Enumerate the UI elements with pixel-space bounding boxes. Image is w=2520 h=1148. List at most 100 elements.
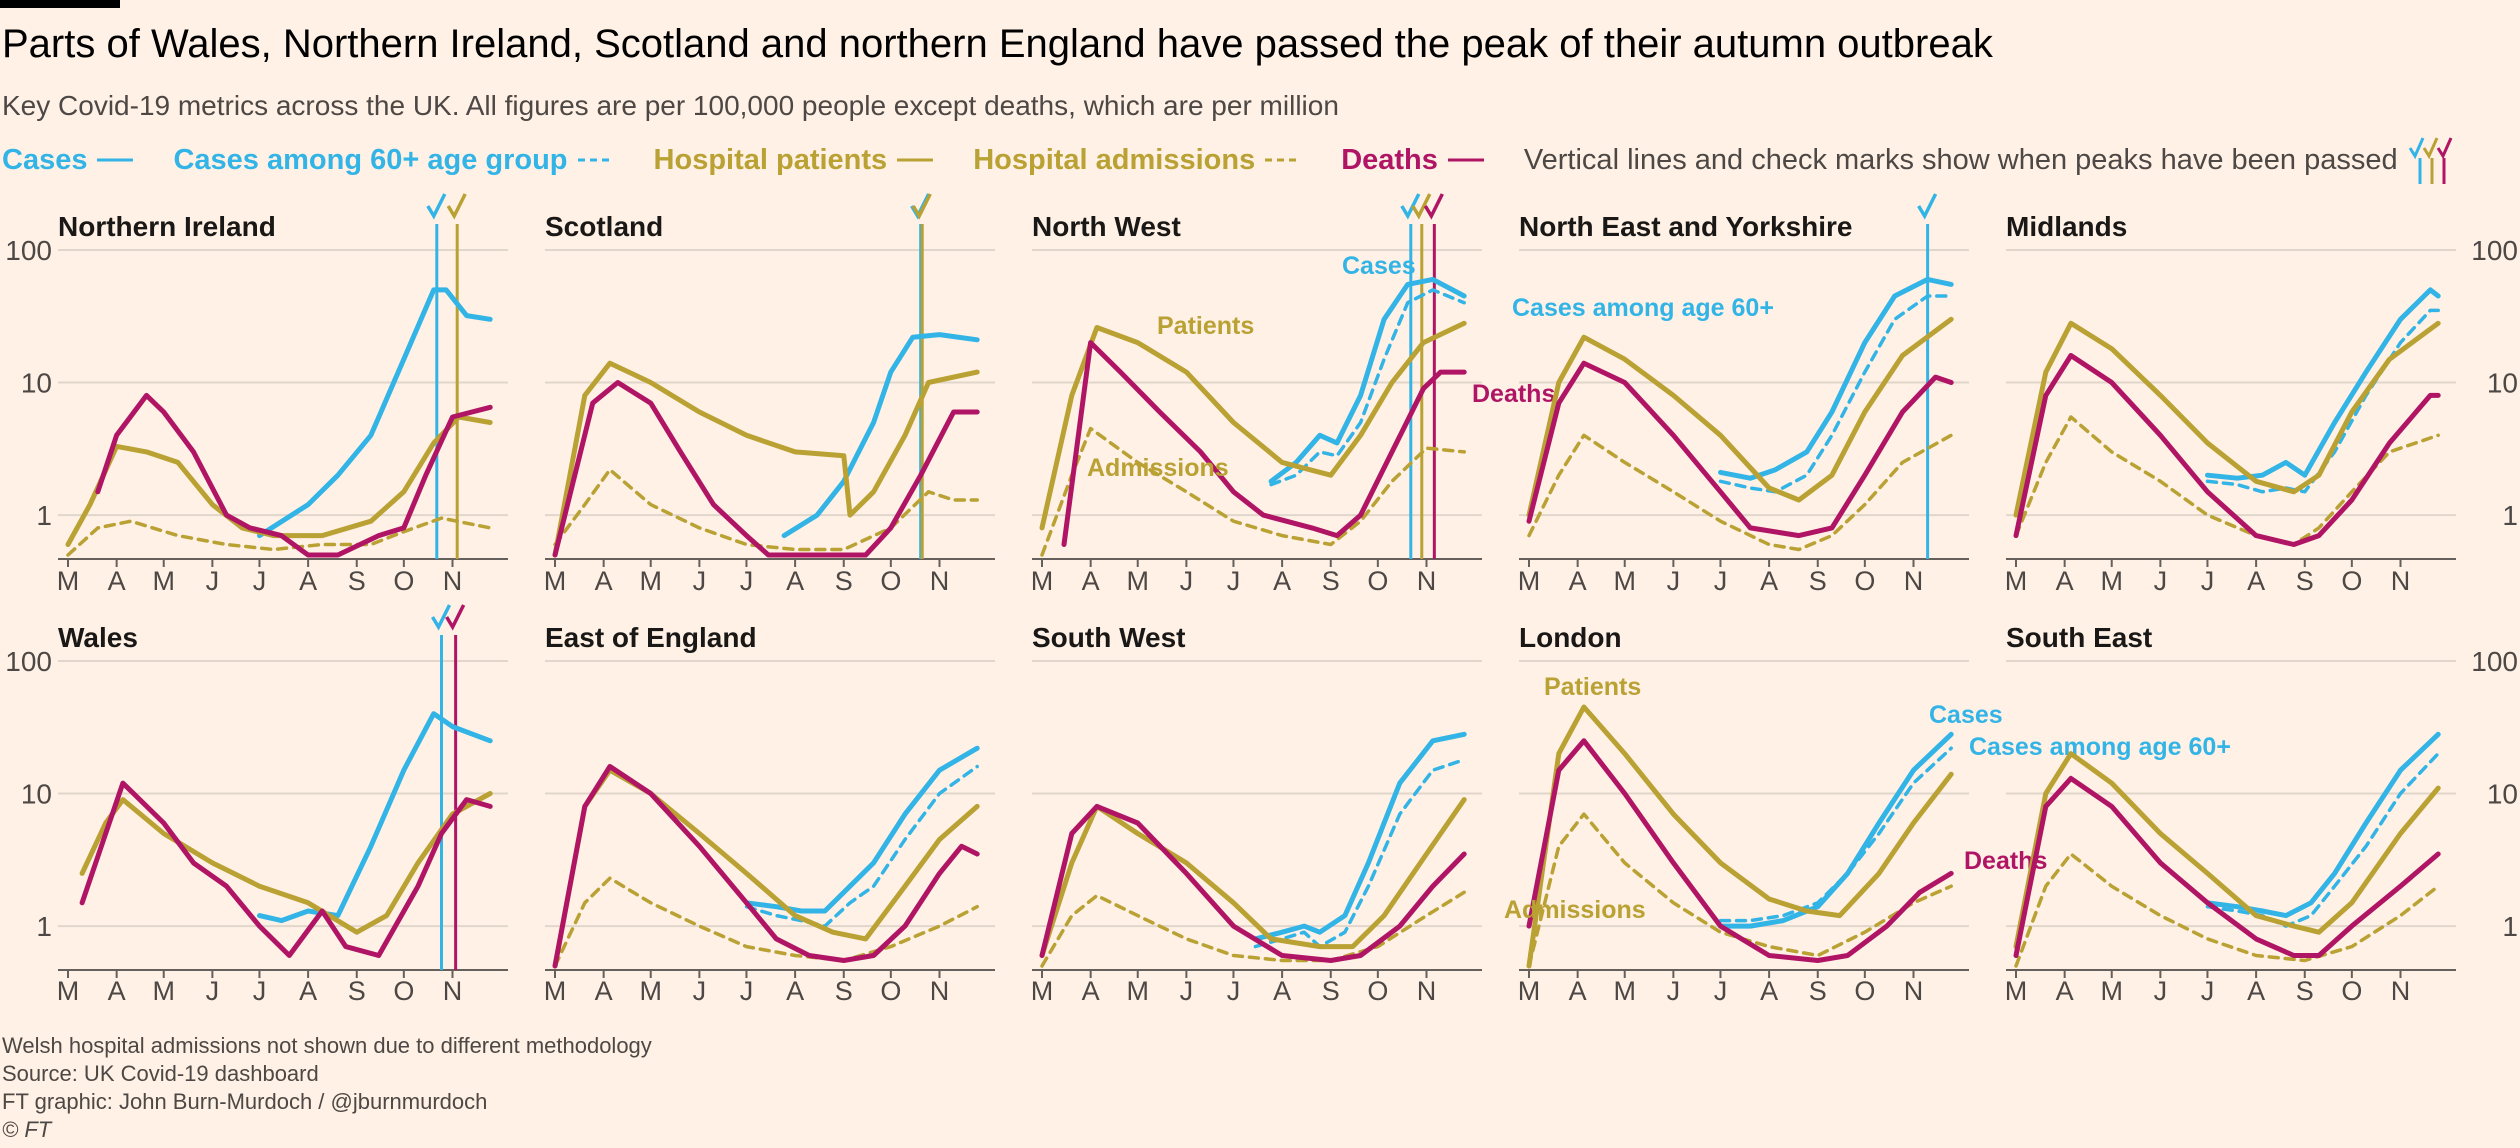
x-tick-label: N bbox=[2391, 566, 2411, 596]
series-direct-label: Patients bbox=[1544, 673, 1641, 701]
series-line-patients bbox=[1526, 316, 1954, 518]
ft-brand-bar bbox=[0, 0, 120, 8]
series-line-admissions bbox=[1040, 890, 1466, 968]
series-line-cases bbox=[1268, 276, 1467, 484]
x-tick-label: J bbox=[2154, 976, 2168, 1006]
x-tick-label: N bbox=[1417, 976, 1437, 1006]
series-line-cases60 bbox=[1718, 294, 1953, 494]
y-tick-label-left: 100 bbox=[5, 235, 52, 266]
x-tick-label: A bbox=[1273, 976, 1291, 1006]
x-tick-label: S bbox=[1322, 566, 1340, 596]
page-subtitle: Key Covid-19 metrics across the UK. All … bbox=[2, 90, 1339, 121]
x-tick-label: J bbox=[740, 976, 754, 1006]
x-tick-label: S bbox=[1809, 566, 1827, 596]
panel-title: East of England bbox=[545, 622, 757, 653]
x-tick-label: O bbox=[880, 566, 901, 596]
series-line-admissions bbox=[2014, 852, 2440, 968]
x-tick-label: J bbox=[1667, 976, 1681, 1006]
x-tick-label: N bbox=[930, 976, 950, 1006]
footer-copyright: © FT bbox=[2, 1117, 52, 1142]
panel-title: North West bbox=[1032, 211, 1181, 242]
x-tick-label: M bbox=[1031, 976, 1054, 1006]
series-direct-label: Admissions bbox=[1504, 896, 1646, 924]
x-tick-label: A bbox=[1760, 566, 1778, 596]
series-line-patients bbox=[552, 360, 980, 558]
legend-label-cases60: Cases among 60+ age group bbox=[173, 143, 568, 176]
series-direct-label: Cases among age 60+ bbox=[1969, 733, 2231, 761]
series-direct-label: Cases bbox=[1929, 701, 2003, 729]
x-tick-label: M bbox=[1126, 566, 1149, 596]
legend-swatch-admissions bbox=[1265, 158, 1302, 162]
x-tick-label: N bbox=[2391, 976, 2411, 1006]
x-tick-label: M bbox=[2005, 976, 2028, 1006]
legend-label-patients: Hospital patients bbox=[653, 143, 888, 176]
x-tick-label: A bbox=[1760, 976, 1778, 1006]
x-tick-label: M bbox=[152, 976, 175, 1006]
x-tick-label: O bbox=[1854, 976, 1875, 1006]
x-tick-label: A bbox=[299, 566, 317, 596]
legend-swatch-patients bbox=[897, 158, 934, 162]
x-tick-label: A bbox=[786, 976, 804, 1006]
peak-check-icon-patients bbox=[911, 193, 932, 220]
series-line-cases60 bbox=[1253, 757, 1466, 949]
series-line-admissions bbox=[553, 876, 979, 968]
x-tick-label: J bbox=[253, 976, 267, 1006]
x-tick-label: J bbox=[206, 566, 220, 596]
x-tick-label: A bbox=[1569, 976, 1587, 1006]
series-line-cases60 bbox=[2205, 308, 2440, 494]
panel-title: London bbox=[1519, 622, 1622, 653]
series-line-cases60 bbox=[1718, 746, 1953, 923]
series-line-patients bbox=[1526, 704, 1954, 969]
footer-note: Welsh hospital admissions not shown due … bbox=[2, 1033, 652, 1058]
series-line-deaths bbox=[2013, 353, 2441, 547]
footer-source: Source: UK Covid-19 dashboard bbox=[2, 1061, 319, 1086]
series-line-deaths bbox=[1061, 340, 1467, 547]
series-direct-label: Cases among age 60+ bbox=[1512, 294, 1774, 322]
y-tick-label-left: 100 bbox=[5, 646, 52, 677]
x-tick-label: A bbox=[2247, 976, 2265, 1006]
series-line-admissions bbox=[1040, 426, 1466, 557]
x-tick-label: O bbox=[2341, 566, 2362, 596]
x-tick-label: M bbox=[2100, 566, 2123, 596]
panel-title: Scotland bbox=[545, 211, 663, 242]
series-line-cases bbox=[2205, 287, 2441, 481]
series-line-patients bbox=[2013, 751, 2441, 950]
series-direct-label: Deaths bbox=[1472, 380, 1555, 408]
x-tick-label: M bbox=[57, 566, 80, 596]
y-tick-label-right: 1 bbox=[2502, 500, 2518, 531]
series-line-cases bbox=[257, 711, 493, 924]
series-line-admissions bbox=[66, 516, 492, 557]
x-tick-label: J bbox=[2201, 976, 2215, 1006]
peak-check-icon-cases bbox=[431, 604, 452, 631]
x-tick-label: N bbox=[1417, 566, 1437, 596]
x-tick-label: N bbox=[1904, 976, 1924, 1006]
x-tick-label: J bbox=[693, 566, 707, 596]
x-tick-label: M bbox=[544, 566, 567, 596]
series-line-patients bbox=[1039, 797, 1467, 958]
chart-footer: Welsh hospital admissions not shown due … bbox=[2, 1032, 652, 1144]
x-tick-label: J bbox=[1180, 566, 1194, 596]
series-line-cases bbox=[781, 332, 980, 539]
x-tick-label: M bbox=[2005, 566, 2028, 596]
x-tick-label: A bbox=[2247, 566, 2265, 596]
series-line-patients bbox=[2013, 320, 2441, 518]
page-title: Parts of Wales, Northern Ireland, Scotla… bbox=[2, 22, 1993, 66]
peak-check-icon-patients bbox=[1411, 193, 1432, 220]
chart-legend: Cases Cases among 60+ age group Hospital… bbox=[2, 134, 2494, 186]
series-direct-label: Cases bbox=[1342, 252, 1416, 280]
y-tick-label-left: 10 bbox=[21, 368, 52, 399]
legend-label-peak-note: Vertical lines and check marks show when… bbox=[1523, 143, 2398, 176]
x-tick-label: M bbox=[1613, 566, 1636, 596]
series-line-admissions bbox=[553, 467, 979, 552]
series-line-cases bbox=[2205, 731, 2441, 919]
peak-check-icon-cases bbox=[1917, 193, 1938, 220]
legend-label-cases: Cases bbox=[2, 143, 88, 176]
y-tick-label-right: 100 bbox=[2471, 646, 2518, 677]
legend-item-patients: Hospital patients bbox=[654, 144, 934, 177]
